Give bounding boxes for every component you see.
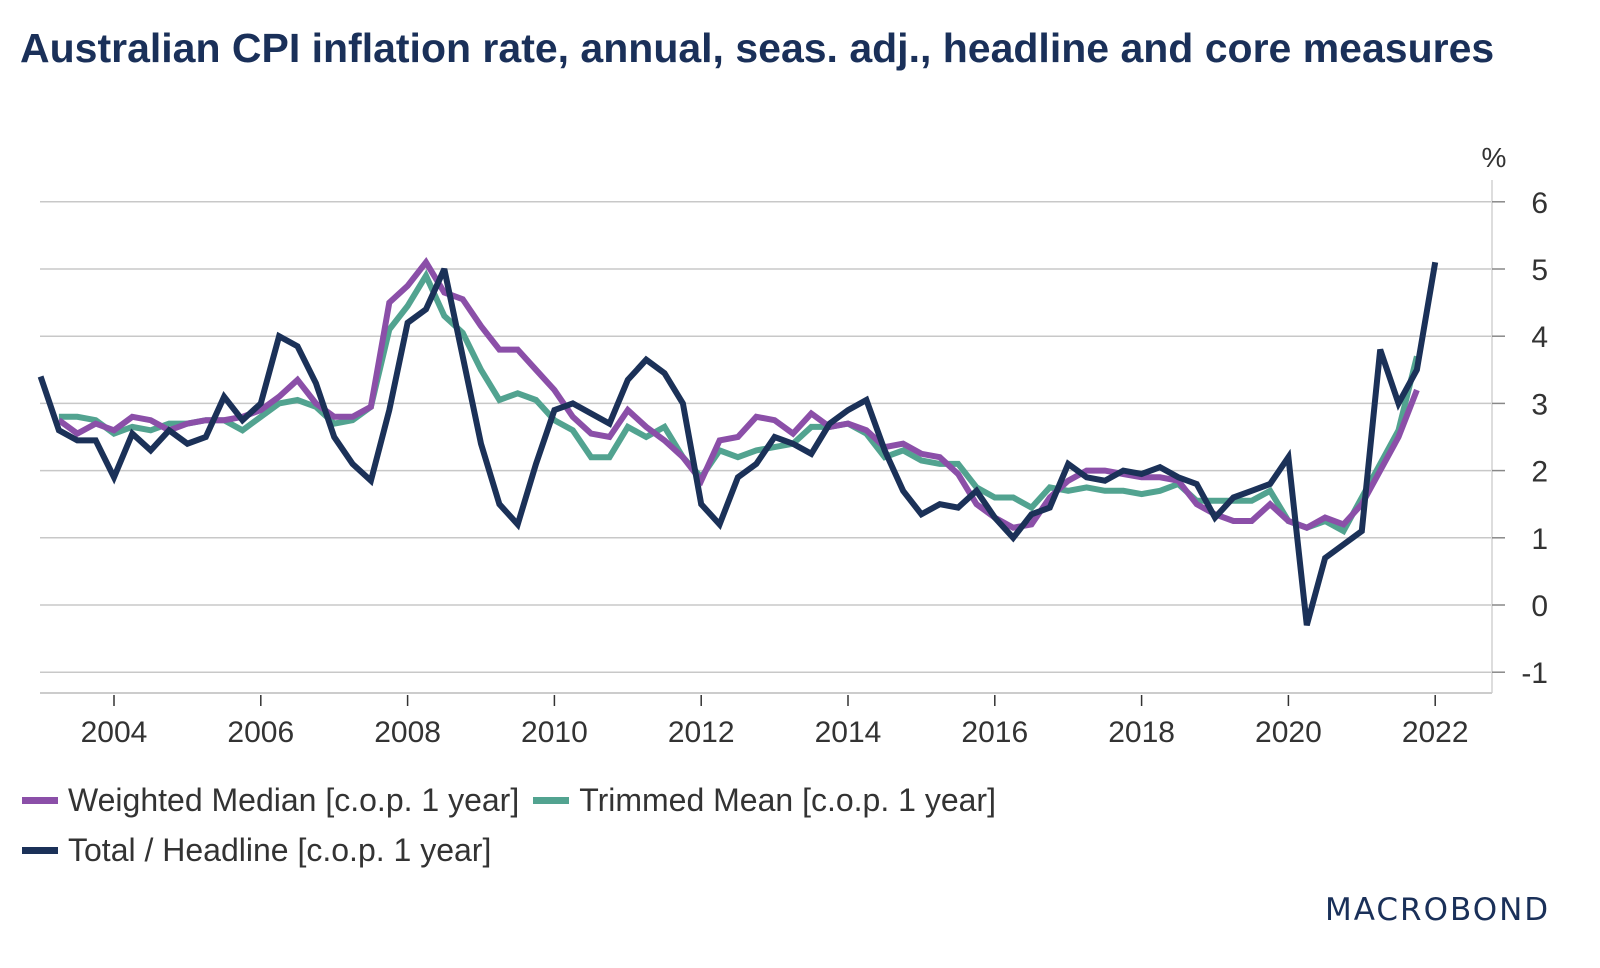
x-tick-label: 2014 [815, 716, 882, 749]
series-lines [37, 257, 1439, 626]
x-tick-label: 2016 [961, 716, 1028, 749]
x-tick-label: 2010 [521, 716, 588, 749]
y-tick-label: 2 [1531, 456, 1548, 489]
y-tick-label: 4 [1531, 321, 1548, 354]
legend-label: Trimmed Mean [c.o.p. 1 year] [579, 781, 996, 818]
y-tick-label: 0 [1531, 590, 1548, 623]
x-tick-label: 2008 [374, 716, 441, 749]
y-tick-label: 3 [1531, 388, 1548, 421]
x-tick-label: 2020 [1255, 716, 1322, 749]
y-tick-label: -1 [1521, 657, 1548, 690]
legend: Weighted Median [c.o.p. 1 year] Trimmed … [22, 775, 1010, 875]
axes: -1 0 1 2 3 4 5 6 2004 2006 2008 2010 2012 2014 2016 201… [40, 180, 1548, 749]
x-tick-label: 2006 [227, 716, 294, 749]
legend-item-weighted-median[interactable]: Weighted Median [c.o.p. 1 year] [22, 782, 519, 819]
y-tick-label: 5 [1531, 254, 1548, 287]
gridlines [40, 201, 1492, 673]
legend-swatch [22, 846, 58, 854]
legend-item-trimmed-mean[interactable]: Trimmed Mean [c.o.p. 1 year] [533, 782, 996, 819]
legend-item-headline[interactable]: Total / Headline [c.o.p. 1 year] [22, 832, 491, 869]
x-tick-label: 2004 [81, 716, 148, 749]
legend-label: Total / Headline [c.o.p. 1 year] [68, 831, 492, 868]
y-tick-label: 1 [1531, 523, 1548, 556]
series-line-weighted-median [57, 257, 1420, 531]
chart-title: Australian CPI inflation rate, annual, s… [20, 25, 1495, 71]
x-tick-label: 2018 [1108, 716, 1175, 749]
y-tick-label: 6 [1531, 187, 1548, 220]
legend-label: Weighted Median [c.o.p. 1 year] [68, 781, 520, 818]
x-tick-label: 2012 [668, 716, 735, 749]
legend-swatch [22, 796, 58, 804]
legend-swatch [533, 796, 570, 804]
macrobond-logo: MACROBOND [1325, 892, 1551, 928]
y-axis-label: % [1482, 142, 1507, 173]
series-line-headline [37, 261, 1439, 626]
x-tick-label: 2022 [1402, 716, 1469, 749]
